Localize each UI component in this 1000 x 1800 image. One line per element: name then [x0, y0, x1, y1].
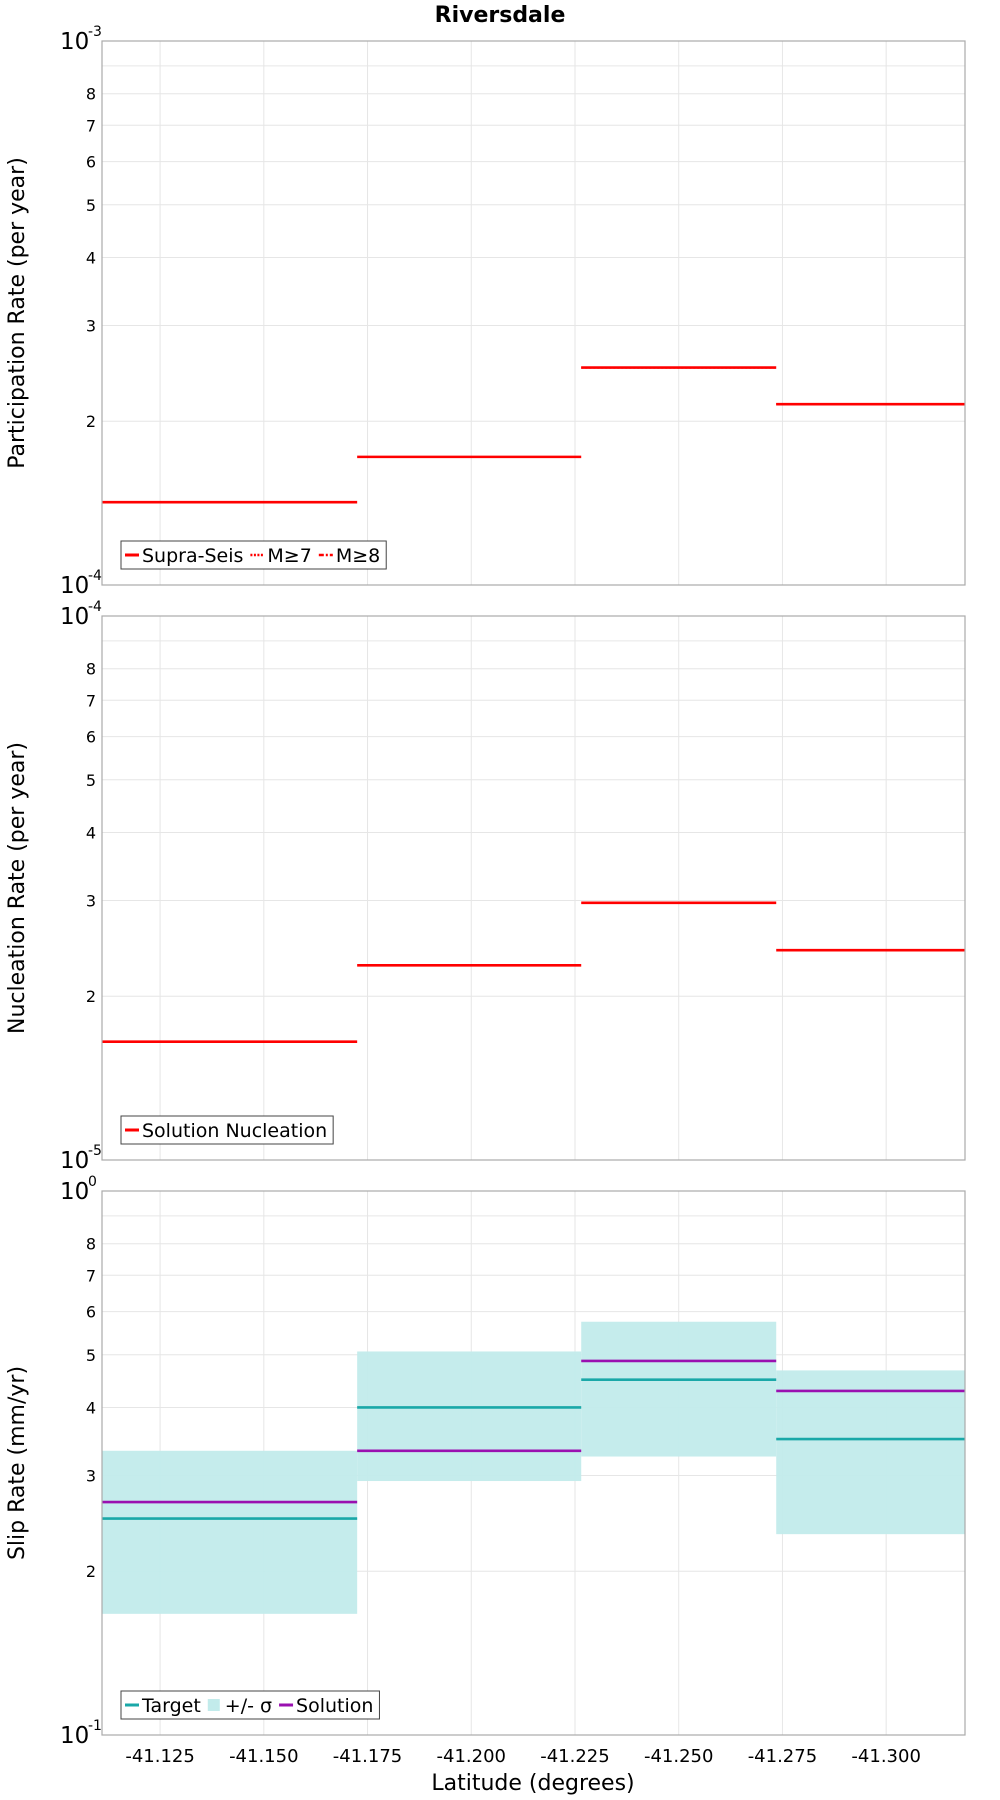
y-major-tick-label: 10-3	[60, 24, 102, 55]
y-major-tick-label: 10-1	[60, 1718, 102, 1749]
y-axis-label: Participation Rate (per year)	[5, 157, 30, 469]
y-tick-label: 4	[86, 1398, 96, 1417]
legend-label: Target	[141, 1695, 201, 1717]
legend-label: Solution	[296, 1695, 373, 1717]
y-tick-exponent: -1	[88, 1718, 102, 1734]
y-tick-label: 8	[86, 1235, 96, 1254]
legend: Supra-Seis M≥7 M≥8	[120, 540, 387, 570]
legend-label: M≥8	[336, 545, 380, 567]
y-major-tick-label: 10-5	[60, 1143, 102, 1174]
plot-frame	[101, 1190, 966, 1736]
y-tick-label: 7	[86, 691, 96, 710]
y-tick-label: 4	[86, 823, 96, 842]
y-tick-label: 3	[86, 1466, 96, 1485]
y-tick-label: 6	[86, 153, 96, 172]
y-axis-label: Slip Rate (mm/yr)	[5, 1366, 30, 1560]
plot-area	[102, 616, 965, 1160]
legend: Target +/- σ Solution	[120, 1690, 380, 1720]
y-major-tick-label: 100	[60, 1174, 97, 1205]
y-tick-exponent: -3	[88, 24, 102, 40]
x-tick-label: -41.250	[644, 1746, 713, 1767]
legend-label: +/- σ	[225, 1695, 272, 1717]
chart-title: Riversdale	[435, 3, 566, 28]
y-tick-label: 6	[86, 1303, 96, 1322]
x-tick-label: -41.225	[540, 1746, 609, 1767]
band-segment	[102, 1450, 358, 1614]
y-tick-label: 2	[86, 1562, 96, 1581]
plot-content	[102, 1321, 965, 1614]
y-tick-label: 5	[86, 196, 96, 215]
x-tick-label: -41.150	[229, 1746, 298, 1767]
y-tick-label: 4	[86, 248, 96, 267]
y-tick-label: 3	[86, 316, 96, 335]
y-tick-base: 10	[60, 604, 89, 630]
y-tick-base: 10	[60, 1148, 89, 1174]
x-tick-label: -41.175	[333, 1746, 402, 1767]
legend-box	[120, 1115, 334, 1145]
y-major-tick-label: 10-4	[60, 599, 102, 630]
band-segment	[581, 1321, 777, 1457]
y-tick-label: 7	[86, 1266, 96, 1285]
x-tick-label: -41.125	[125, 1746, 194, 1767]
plot-content	[102, 366, 965, 504]
plot-area	[102, 41, 965, 585]
x-axis-label: Latitude (degrees)	[431, 1771, 634, 1796]
y-tick-base: 10	[60, 1723, 89, 1749]
y-tick-label: 8	[86, 85, 96, 104]
legend-label: Solution Nucleation	[142, 1120, 327, 1142]
legend-label: Supra-Seis	[142, 545, 243, 567]
plot-content	[102, 901, 965, 1043]
y-tick-base: 10	[60, 29, 89, 55]
y-tick-label: 8	[86, 660, 96, 679]
plot-frame	[101, 615, 966, 1161]
y-tick-label: 5	[86, 771, 96, 790]
y-tick-exponent: 0	[88, 1174, 97, 1190]
grid-lines	[102, 615, 965, 1161]
x-tick-label: -41.200	[437, 1746, 506, 1767]
legend-label: M≥7	[267, 545, 311, 567]
plot-frame	[101, 40, 966, 586]
legend-swatch	[207, 1699, 220, 1711]
y-axis-label: Nucleation Rate (per year)	[5, 742, 30, 1034]
y-tick-label: 7	[86, 116, 96, 135]
band-segment	[776, 1370, 965, 1535]
legend-box	[120, 540, 387, 570]
y-tick-exponent: -4	[88, 568, 102, 584]
y-tick-exponent: -4	[88, 599, 102, 615]
y-tick-label: 5	[86, 1346, 96, 1365]
y-tick-label: 3	[86, 891, 96, 910]
legend-box	[120, 1690, 380, 1720]
y-tick-label: 2	[86, 412, 96, 431]
legend: Solution Nucleation	[120, 1115, 334, 1145]
band-segment	[357, 1351, 582, 1482]
y-tick-base: 10	[60, 1179, 89, 1205]
x-tick-label: -41.275	[748, 1746, 817, 1767]
y-tick-label: 2	[86, 987, 96, 1006]
y-tick-base: 10	[60, 573, 89, 599]
y-major-tick-label: 10-4	[60, 568, 102, 599]
y-tick-label: 6	[86, 728, 96, 747]
y-tick-exponent: -5	[88, 1143, 102, 1159]
x-tick-label: -41.300	[851, 1746, 920, 1767]
